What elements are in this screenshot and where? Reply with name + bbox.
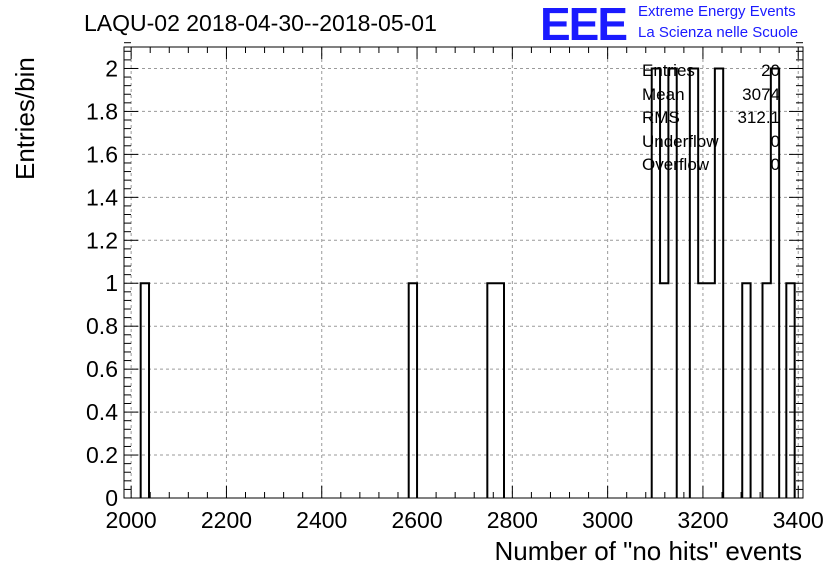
plot-title: LAQU-02 2018-04-30--2018-05-01 [84, 10, 437, 36]
x-tick-label: 3000 [582, 507, 633, 533]
y-tick-label: 2 [105, 55, 118, 81]
plot-frame [123, 46, 804, 499]
stats-label: Overflow [642, 155, 710, 174]
histogram-bin [409, 283, 417, 498]
histogram-bin [742, 283, 750, 498]
stats-label: RMS [642, 108, 680, 127]
y-tick-label: 1.6 [86, 141, 118, 167]
stats-row-entries: Entries 20 [640, 59, 780, 83]
y-tick-label: 1 [105, 270, 118, 296]
stats-label: Entries [642, 61, 695, 80]
y-tick-label: 1.4 [86, 184, 118, 210]
x-tick-label: 2600 [391, 507, 442, 533]
y-tick-label: 0.4 [86, 399, 118, 425]
y-tick-label: 0.2 [86, 442, 118, 468]
histogram-bin [496, 283, 504, 498]
x-tick-label: 2000 [106, 507, 157, 533]
stats-row-underflow: Underflow 0 [640, 130, 780, 154]
stats-value: 20 [761, 61, 780, 80]
logo-line-1: Extreme Energy Events [638, 3, 796, 20]
x-tick-label: 2800 [487, 507, 538, 533]
stats-label: Mean [642, 84, 685, 104]
stats-label: Underflow [642, 131, 719, 151]
y-tick-label: 1.2 [86, 227, 118, 253]
y-tick-label: 0.6 [86, 356, 118, 382]
stats-row-overflow: Overflow 0 [640, 153, 780, 177]
x-tick-label: 3400 [773, 507, 824, 533]
stats-value: 0 [770, 155, 780, 174]
x-axis-title: Number of "no hits" events [494, 536, 803, 566]
stats-box: Entries 20 Mean 3074 RMS 312.1 Underflow… [640, 59, 780, 177]
stats-value: 0 [770, 131, 780, 151]
eee-logo: EEE [540, 0, 628, 50]
histogram-bin [698, 283, 706, 498]
histogram-bin [707, 283, 715, 498]
y-tick-label: 1.8 [86, 98, 118, 124]
y-axis-title: Entries/bin [10, 57, 40, 180]
stats-value: 3074 [742, 84, 780, 104]
histogram-bin [660, 283, 668, 498]
histogram-bin [141, 283, 149, 498]
logo-line-2: La Scienza nelle Scuole [638, 24, 799, 41]
stats-row-mean: Mean 3074 [640, 83, 780, 107]
x-tick-label: 2200 [201, 507, 252, 533]
y-tick-label: 0 [105, 485, 118, 511]
y-tick-label: 0.8 [86, 313, 118, 339]
stats-value: 312.1 [737, 108, 780, 127]
x-tick-label: 2400 [296, 507, 347, 533]
histogram-bin [786, 283, 794, 498]
histogram-bin [487, 283, 495, 498]
histogram-outline [139, 67, 796, 498]
x-tick-label: 3200 [677, 507, 728, 533]
stats-row-rms: RMS 312.1 [640, 106, 780, 130]
histogram-bin [762, 283, 770, 498]
